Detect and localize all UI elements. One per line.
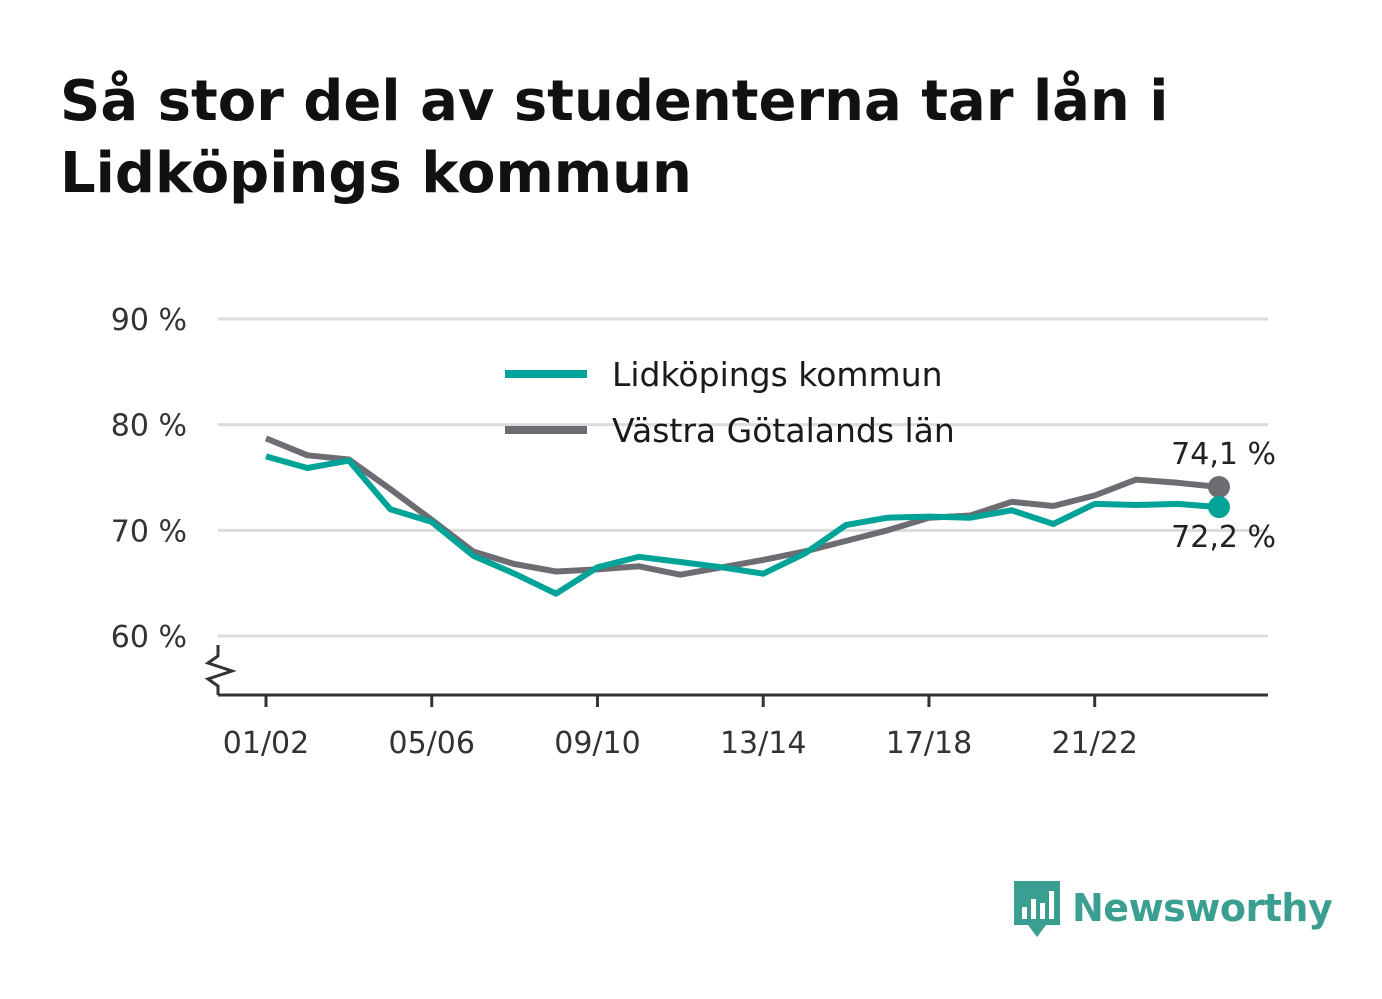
end-marker-lidkoping xyxy=(1208,496,1230,519)
x-tick-label: 17/18 xyxy=(886,726,972,761)
end-label-vastra: 74,1 % xyxy=(1171,437,1276,472)
y-axis-break xyxy=(204,645,237,695)
end-label-lidkoping: 72,2 % xyxy=(1171,520,1276,555)
x-axis: 01/02 05/06 09/10 13/14 17/18 21/22 xyxy=(204,645,1268,761)
series-end-markers: 74,1 % 72,2 % xyxy=(1171,437,1276,555)
gridlines xyxy=(218,317,1268,638)
x-tick-label: 01/02 xyxy=(223,726,309,761)
y-tick-label: 60 % xyxy=(111,620,187,655)
newsworthy-logo: Newsworthy xyxy=(1012,876,1333,940)
series-line-lidkoping xyxy=(265,453,1220,597)
y-tick-label: 90 % xyxy=(111,303,187,338)
newsworthy-logo-icon xyxy=(1014,881,1060,937)
legend-label-vastra: Västra Götalands län xyxy=(612,411,955,450)
x-tick-label: 09/10 xyxy=(554,726,640,761)
x-tick-label: 21/22 xyxy=(1051,726,1137,761)
series-line-vastra xyxy=(264,435,1220,578)
series-lines xyxy=(264,435,1220,597)
y-tick-label: 80 % xyxy=(111,409,187,444)
logo-text: Newsworthy xyxy=(1072,886,1333,930)
x-tick-label: 13/14 xyxy=(720,726,806,761)
y-tick-label: 70 % xyxy=(111,514,187,549)
legend: Lidköpings kommun Västra Götalands län xyxy=(505,355,955,450)
end-marker-vastra xyxy=(1208,476,1230,499)
legend-label-lidkoping: Lidköpings kommun xyxy=(612,355,943,394)
x-tick-label: 05/06 xyxy=(389,726,475,761)
y-axis-tick-labels: 60 % 70 % 80 % 90 % xyxy=(111,303,187,655)
chart-title: Så stor del av studenterna tar lån i Lid… xyxy=(60,69,1169,206)
